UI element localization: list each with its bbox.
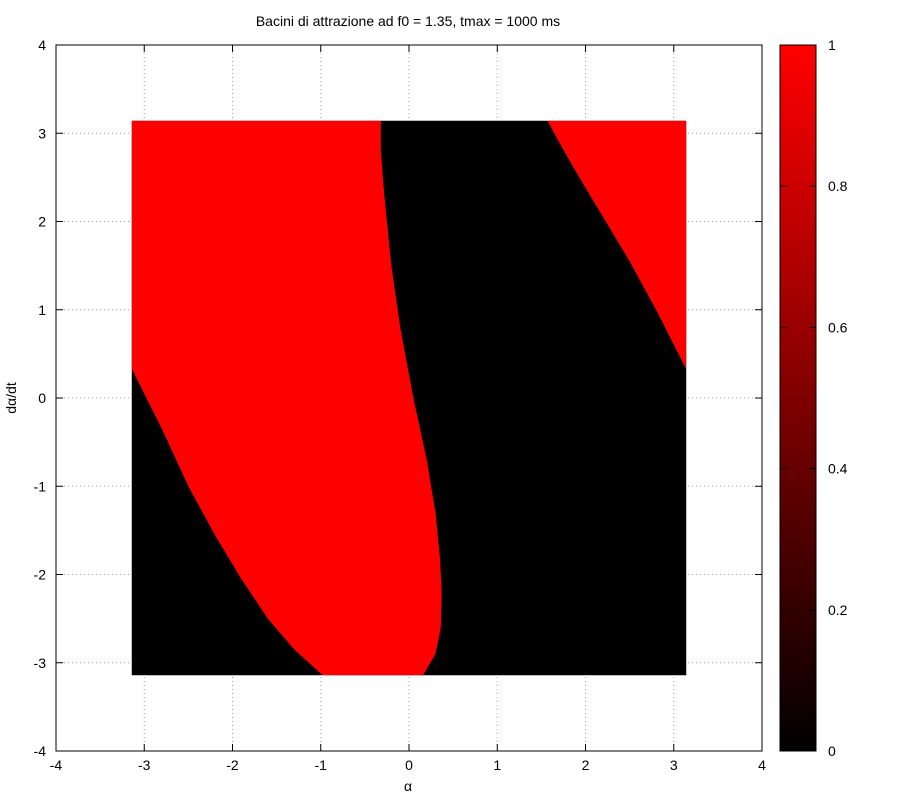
y-tick-label: 3	[38, 125, 46, 141]
colorbar	[779, 44, 817, 752]
y-tick-label: -2	[34, 567, 47, 583]
x-tick-label: 1	[493, 757, 501, 773]
basin-region-2	[547, 120, 687, 369]
colorbar-tick-label: 0.8	[828, 178, 848, 194]
x-tick-label: -4	[50, 757, 63, 773]
y-tick-label: 1	[38, 302, 46, 318]
x-tick-label: 4	[758, 757, 766, 773]
y-tick-label: -1	[34, 478, 47, 494]
chart-title: Bacini di attrazione ad f0 = 1.35, tmax …	[256, 13, 560, 29]
y-tick-label: 2	[38, 214, 46, 230]
colorbar-tick-label: 0.6	[828, 319, 848, 335]
y-tick-label: -3	[34, 655, 47, 671]
basin-region-1	[131, 120, 442, 676]
x-tick-label: -2	[226, 757, 239, 773]
colorbar-tick-label: 0.2	[828, 602, 848, 618]
x-tick-label: -1	[315, 757, 328, 773]
x-tick-label: 3	[670, 757, 678, 773]
y-tick-label: -4	[34, 743, 47, 759]
y-axis-label: dα/dt	[3, 382, 19, 414]
y-tick-label: 0	[38, 390, 46, 406]
colorbar-tick-label: 1	[828, 37, 836, 53]
x-tick-label: -3	[138, 757, 151, 773]
x-axis-label: α	[404, 778, 412, 794]
colorbar-tick-label: 0.4	[828, 461, 848, 477]
x-tick-label: 0	[405, 757, 413, 773]
colorbar-tick-label: 0	[828, 743, 836, 759]
x-tick-label: 2	[582, 757, 590, 773]
y-tick-label: 4	[38, 37, 46, 53]
